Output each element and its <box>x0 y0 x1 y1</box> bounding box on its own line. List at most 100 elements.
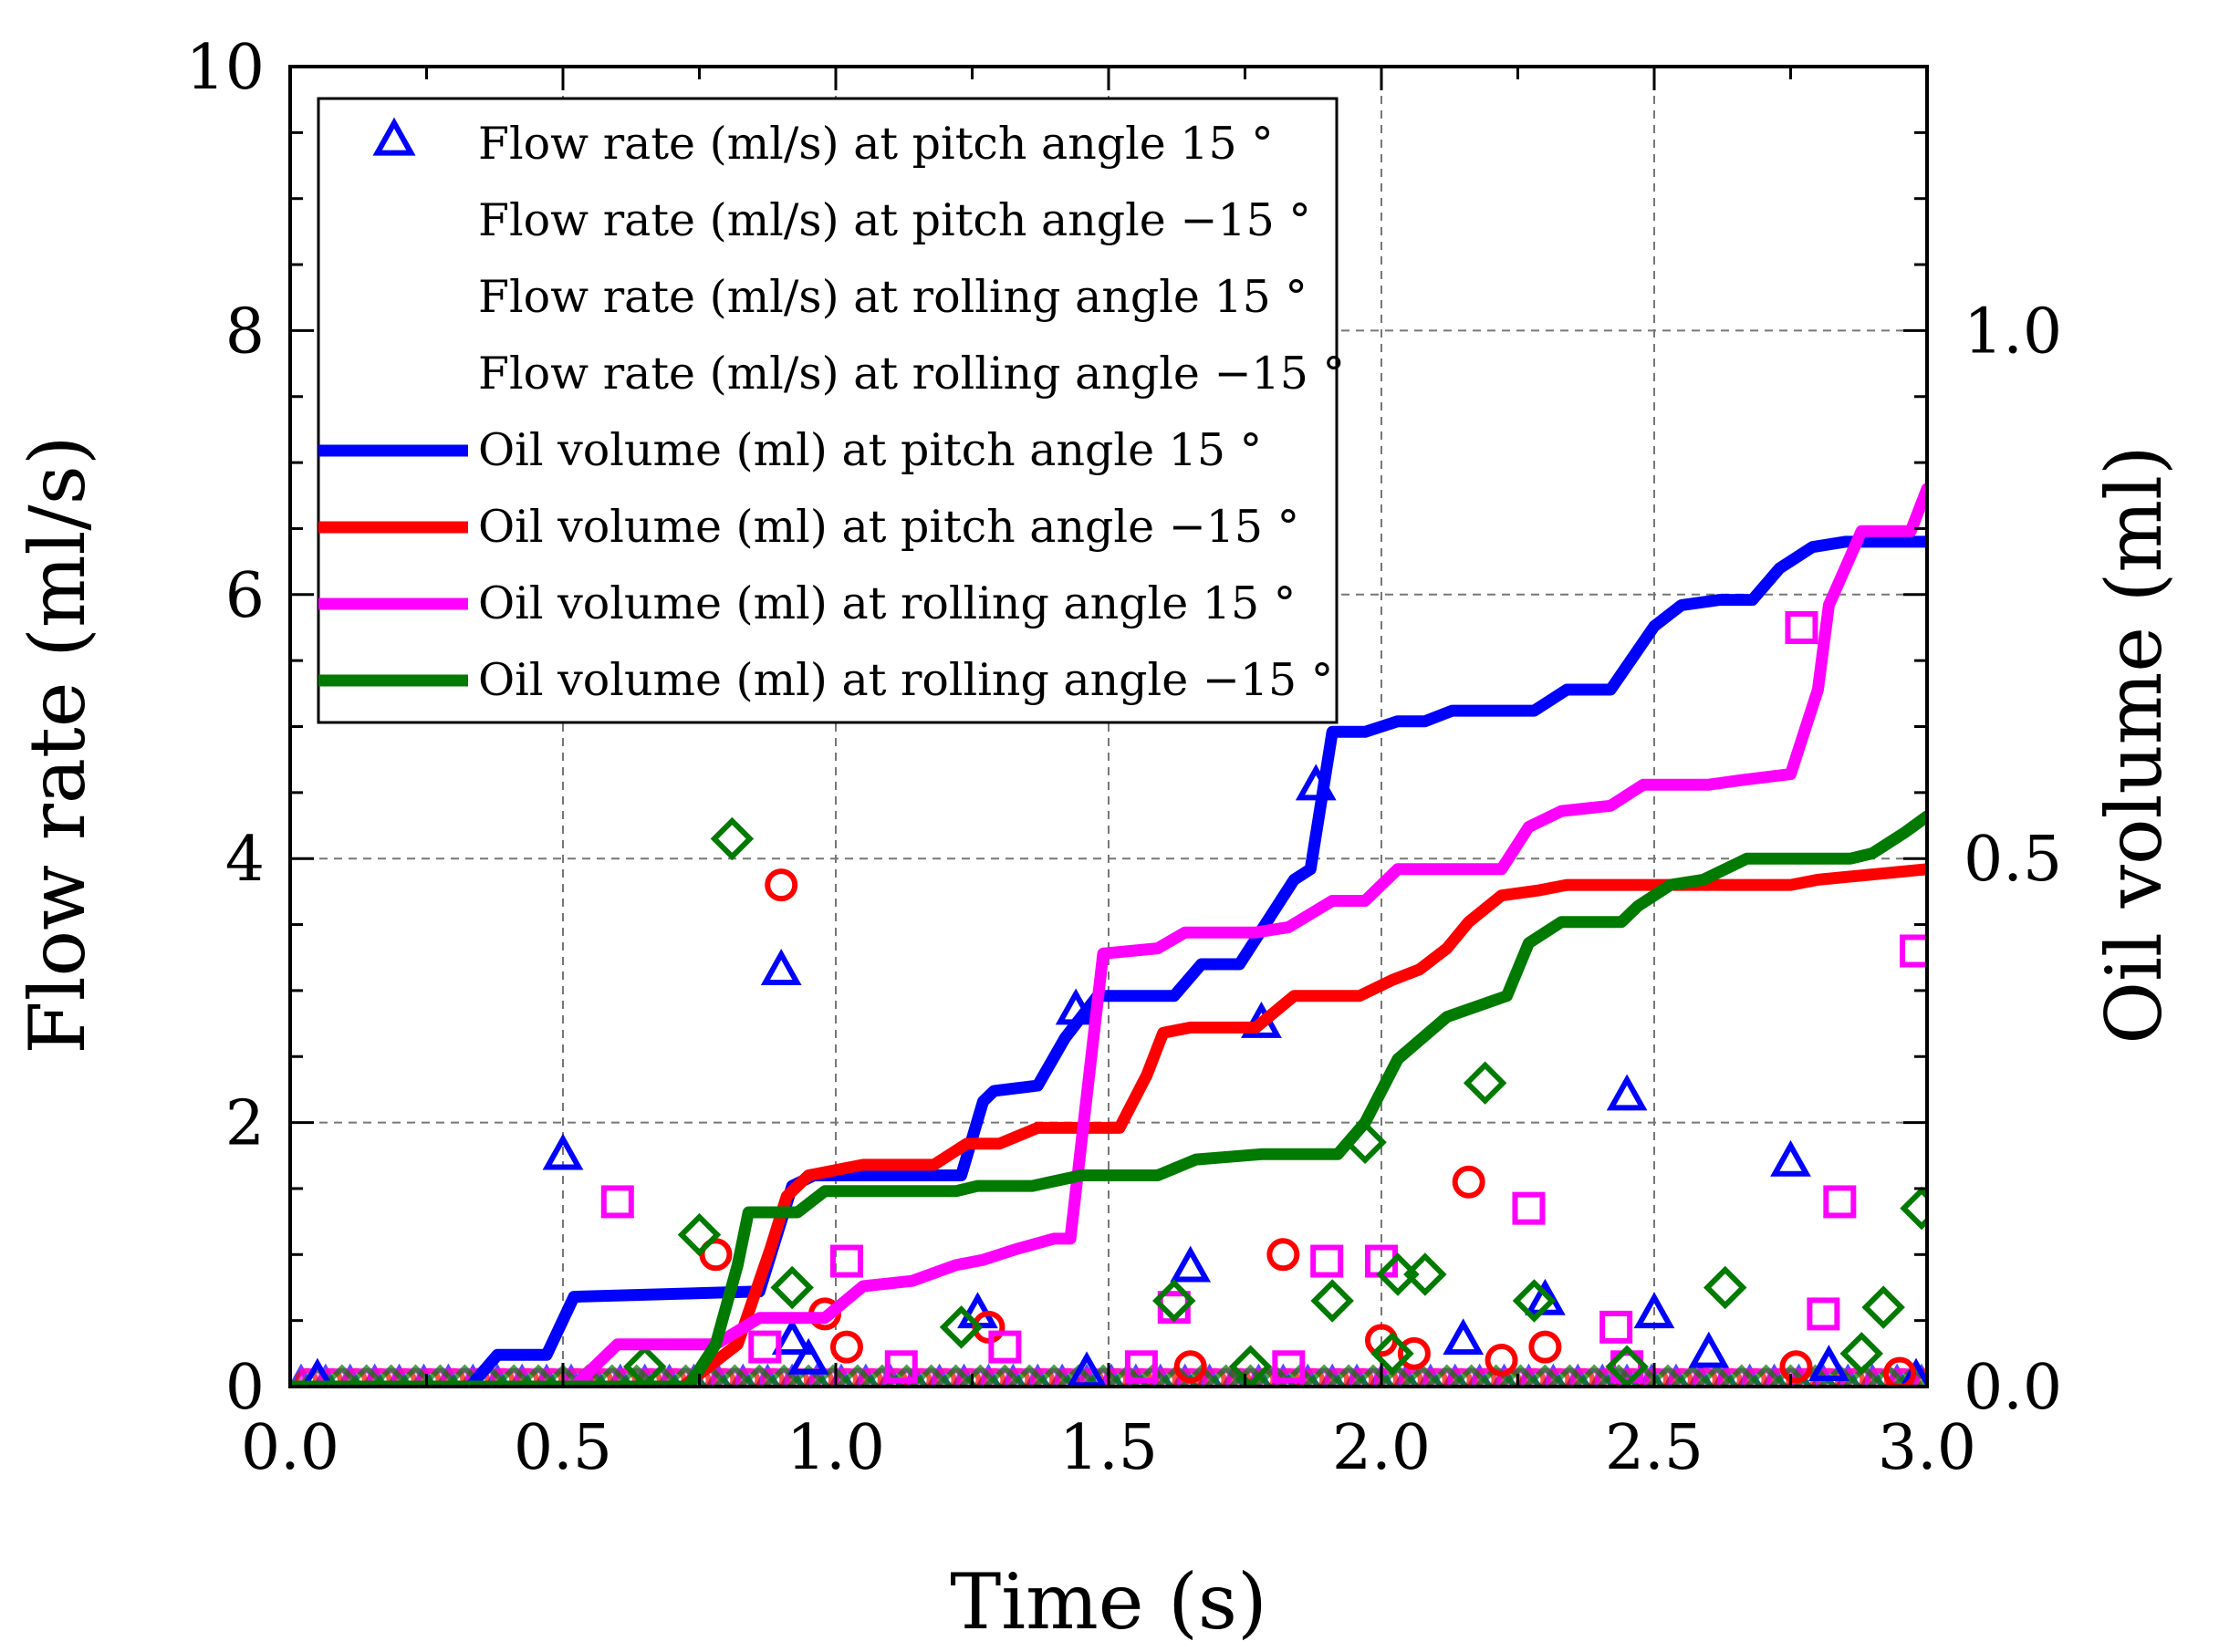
line-oil-volume-ml-at-rolling-angle-15 <box>290 483 1927 1387</box>
legend-label: Oil volume (ml) at pitch angle −15 ° <box>478 501 1299 553</box>
point-flow-rate-ml-s-at-pitch-angle-15 <box>1688 1331 1730 1368</box>
y-right-tick-label: 0.0 <box>1964 1352 2062 1424</box>
y-left-tick-label: 4 <box>225 824 265 896</box>
baseline-marker-diamond <box>1848 1364 1881 1387</box>
legend-label: Oil volume (ml) at rolling angle −15 ° <box>478 654 1333 706</box>
point-flow-rate-ml-s-at-rolling-angle-15 <box>939 1305 984 1349</box>
baseline-marker-diamond <box>1406 1364 1439 1387</box>
baseline-marker-diamond <box>497 1364 530 1387</box>
point-flow-rate-ml-s-at-rolling-angle-15 <box>770 1265 814 1310</box>
point-flow-rate-ml-s-at-rolling-angle-15 <box>1807 1297 1840 1331</box>
axis-ticks <box>288 65 1929 1388</box>
baseline-marker-diamond <box>1578 1364 1610 1387</box>
baseline-marker-diamond <box>767 1364 800 1387</box>
x-tick-label: 0.0 <box>241 1412 339 1484</box>
x-tick-label: 2.5 <box>1605 1412 1703 1484</box>
baseline-marker-diamond <box>400 1364 432 1387</box>
point-flow-rate-ml-s-at-rolling-angle-15 <box>677 1212 722 1257</box>
baseline-marker-diamond <box>1554 1364 1586 1387</box>
baseline-marker-diamond <box>1136 1364 1169 1387</box>
point-flow-rate-ml-s-at-rolling-angle-15 <box>1310 1244 1344 1278</box>
baseline-marker-diamond <box>719 1364 751 1387</box>
point-flow-rate-ml-s-at-rolling-angle-15 <box>1610 1350 1644 1384</box>
y-left-tick-label: 6 <box>225 560 265 632</box>
legend-label: Flow rate (ml/s) at pitch angle −15 ° <box>478 194 1311 246</box>
point-flow-rate-ml-s-at-rolling-angle-15 <box>1605 1345 1649 1387</box>
baseline-marker-diamond <box>1308 1364 1340 1387</box>
point-flow-rate-ml-s-at-pitch-angle-15 <box>1485 1344 1518 1377</box>
legend-marker-triangle <box>372 117 416 156</box>
point-flow-rate-ml-s-at-pitch-angle-15 <box>829 1330 863 1364</box>
baseline-marker-diamond <box>1185 1364 1217 1387</box>
y-left-axis-title: Flow rate (ml/s) <box>13 435 102 1054</box>
baseline-marker-diamond <box>547 1364 579 1387</box>
point-flow-rate-ml-s-at-rolling-angle-15 <box>1403 1252 1447 1296</box>
baseline-marker-diamond <box>1062 1364 1095 1387</box>
point-flow-rate-ml-s-at-pitch-angle-15 <box>542 1133 584 1170</box>
x-tick-label: 1.5 <box>1059 1412 1158 1484</box>
legend-box <box>317 97 1339 724</box>
baseline-marker-diamond <box>915 1364 947 1387</box>
baseline-marker-diamond <box>375 1364 407 1387</box>
point-flow-rate-ml-s-at-pitch-angle-15 <box>1452 1165 1485 1199</box>
point-flow-rate-ml-s-at-pitch-angle-15 <box>1528 1330 1562 1364</box>
point-flow-rate-ml-s-at-rolling-angle-15 <box>829 1244 863 1278</box>
legend-label: Oil volume (ml) at pitch angle 15 ° <box>478 424 1262 476</box>
point-flow-rate-ml-s-at-rolling-angle-15 <box>1228 1345 1273 1387</box>
x-tick-label: 2.0 <box>1332 1412 1431 1484</box>
line-layer <box>290 483 1927 1387</box>
baseline-marker-diamond <box>1210 1364 1242 1387</box>
point-flow-rate-ml-s-at-rolling-angle-15 <box>1310 1279 1354 1323</box>
point-flow-rate-ml-s-at-rolling-angle-15 <box>1703 1265 1747 1310</box>
x-tick-label: 1.0 <box>787 1412 885 1484</box>
line-oil-volume-ml-at-pitch-angle-15 <box>290 863 1927 1387</box>
point-flow-rate-ml-s-at-rolling-angle-15 <box>1463 1061 1507 1105</box>
baseline-marker-diamond <box>841 1364 874 1387</box>
x-axis-title: Time (s) <box>950 1557 1267 1647</box>
baseline-marker-diamond <box>1284 1364 1316 1387</box>
y-left-tick-label: 0 <box>225 1352 265 1424</box>
point-flow-rate-ml-s-at-rolling-angle-15 <box>1900 934 1927 968</box>
point-flow-rate-ml-s-at-pitch-angle-15 <box>1170 1245 1212 1283</box>
point-flow-rate-ml-s-at-pitch-angle-15 <box>760 949 802 985</box>
point-flow-rate-ml-s-at-pitch-angle-15 <box>787 1337 829 1375</box>
baseline-marker-diamond <box>1872 1364 1905 1387</box>
point-flow-rate-ml-s-at-pitch-angle-15 <box>1900 1357 1927 1387</box>
point-flow-rate-ml-s-at-rolling-angle-15 <box>1839 1332 1883 1376</box>
baseline-marker-diamond <box>424 1364 456 1387</box>
y-right-axis-title: Oil volume (ml) <box>2089 445 2179 1044</box>
baseline-marker-diamond <box>1505 1364 1537 1387</box>
point-flow-rate-ml-s-at-pitch-angle-15 <box>1443 1318 1485 1356</box>
point-flow-rate-ml-s-at-rolling-angle-15 <box>1512 1191 1546 1225</box>
baseline-marker-diamond <box>596 1364 629 1387</box>
baseline-marker-diamond <box>1750 1364 1782 1387</box>
point-flow-rate-ml-s-at-pitch-angle-15 <box>301 1357 334 1387</box>
baseline-marker-diamond <box>1111 1364 1144 1387</box>
point-flow-rate-ml-s-at-pitch-angle-15 <box>1633 1292 1675 1329</box>
point-flow-rate-ml-s-at-rolling-angle-15 <box>1785 610 1818 644</box>
point-flow-rate-ml-s-at-pitch-angle-15 <box>699 1238 733 1272</box>
legend-label: Flow rate (ml/s) at rolling angle 15 ° <box>478 271 1308 323</box>
legend-label: Oil volume (ml) at rolling angle 15 ° <box>478 577 1296 629</box>
tick-labels: 0.0 0.5 1.0 1.5 2.0 2.5 3.0 0 2 4 6 8 10 0.0 0.5 1.0 <box>185 32 2062 1484</box>
point-flow-rate-ml-s-at-rolling-angle-15 <box>1124 1350 1158 1384</box>
baseline-marker-diamond <box>1651 1364 1684 1387</box>
baseline-marker-diamond <box>817 1364 849 1387</box>
baseline-marker-diamond <box>1381 1364 1414 1387</box>
legend: Flow rate (ml/s) at pitch angle 15 ° Flow… <box>317 97 1345 724</box>
point-flow-rate-ml-s-at-pitch-angle-15 <box>765 868 798 902</box>
point-flow-rate-ml-s-at-rolling-angle-15 <box>1512 1279 1557 1323</box>
line-oil-volume-ml-at-rolling-angle-15 <box>290 810 1927 1387</box>
legend-label: Flow rate (ml/s) at pitch angle 15 ° <box>478 118 1274 170</box>
baseline-marker-diamond <box>350 1364 382 1387</box>
baseline-marker-diamond <box>1014 1364 1046 1387</box>
y-right-tick-label: 1.0 <box>1964 296 2062 368</box>
point-flow-rate-ml-s-at-rolling-angle-15 <box>600 1185 634 1219</box>
point-flow-rate-ml-s-at-rolling-angle-15 <box>988 1330 1022 1364</box>
y-left-tick-label: 10 <box>185 32 265 104</box>
point-flow-rate-ml-s-at-rolling-angle-15 <box>1370 1332 1414 1376</box>
baseline-marker-diamond <box>1676 1364 1709 1387</box>
legend-label: Flow rate (ml/s) at rolling angle −15 ° <box>478 348 1345 400</box>
baseline-marker-diamond <box>326 1364 359 1387</box>
